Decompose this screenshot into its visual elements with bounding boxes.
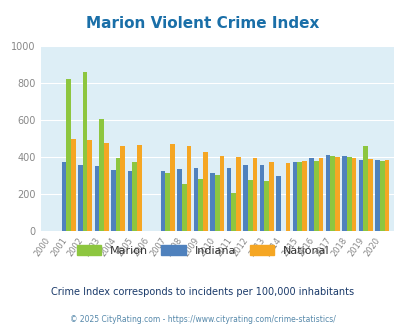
Bar	[170, 144, 174, 231]
Bar	[99, 119, 104, 231]
Bar	[202, 151, 207, 231]
Bar	[78, 165, 83, 231]
Bar	[346, 157, 351, 231]
Bar	[247, 180, 252, 231]
Bar	[177, 169, 181, 231]
Bar	[115, 158, 120, 231]
Bar	[243, 165, 247, 231]
Bar	[264, 181, 269, 231]
Bar	[292, 162, 297, 231]
Bar	[301, 161, 306, 231]
Bar	[367, 159, 372, 231]
Bar	[334, 157, 339, 231]
Bar	[226, 168, 231, 231]
Bar	[231, 193, 235, 231]
Bar	[136, 145, 141, 231]
Bar	[214, 175, 219, 231]
Bar	[160, 171, 165, 231]
Bar	[186, 146, 191, 231]
Bar	[87, 140, 92, 231]
Bar	[341, 156, 346, 231]
Bar	[62, 162, 66, 231]
Bar	[198, 179, 202, 231]
Bar	[83, 72, 87, 231]
Legend: Marion, Indiana, National: Marion, Indiana, National	[72, 240, 333, 260]
Bar	[285, 163, 290, 231]
Bar	[309, 158, 313, 231]
Text: © 2025 CityRating.com - https://www.cityrating.com/crime-statistics/: © 2025 CityRating.com - https://www.city…	[70, 315, 335, 324]
Bar	[259, 165, 264, 231]
Bar	[362, 146, 367, 231]
Bar	[235, 157, 240, 231]
Bar	[165, 173, 170, 231]
Bar	[276, 176, 280, 231]
Bar	[210, 173, 214, 231]
Bar	[181, 183, 186, 231]
Bar	[318, 158, 322, 231]
Bar	[269, 162, 273, 231]
Bar	[193, 168, 198, 231]
Bar	[297, 162, 301, 231]
Bar	[94, 166, 99, 231]
Bar	[384, 160, 388, 231]
Bar	[379, 161, 384, 231]
Bar	[351, 158, 355, 231]
Bar	[358, 160, 362, 231]
Bar	[325, 155, 330, 231]
Bar	[66, 79, 71, 231]
Bar	[330, 156, 334, 231]
Bar	[71, 139, 75, 231]
Text: Marion Violent Crime Index: Marion Violent Crime Index	[86, 16, 319, 31]
Bar	[313, 161, 318, 231]
Bar	[128, 171, 132, 231]
Bar	[219, 156, 224, 231]
Bar	[111, 170, 115, 231]
Bar	[252, 158, 256, 231]
Bar	[104, 143, 108, 231]
Bar	[132, 162, 136, 231]
Bar	[374, 160, 379, 231]
Bar	[120, 146, 125, 231]
Text: Crime Index corresponds to incidents per 100,000 inhabitants: Crime Index corresponds to incidents per…	[51, 287, 354, 297]
